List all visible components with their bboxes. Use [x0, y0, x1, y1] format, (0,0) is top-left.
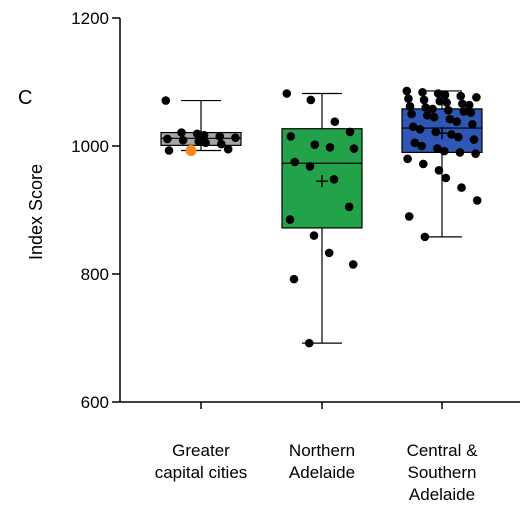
category-label-line: Greater	[172, 441, 230, 460]
data-point	[329, 174, 339, 184]
data-point	[434, 166, 444, 175]
category-label-line: Southern	[408, 463, 477, 482]
data-point	[404, 94, 413, 103]
data-point	[471, 149, 480, 158]
data-point	[309, 231, 319, 240]
data-point	[402, 86, 412, 96]
data-point	[178, 135, 188, 145]
data-point	[443, 105, 453, 115]
data-point	[349, 144, 359, 153]
data-point	[457, 183, 466, 192]
boxes	[160, 86, 483, 348]
data-point	[429, 112, 439, 122]
data-point	[217, 139, 226, 149]
data-point	[440, 90, 450, 100]
data-point	[403, 154, 412, 164]
data-point	[441, 173, 451, 183]
data-point	[282, 89, 292, 98]
data-point	[408, 122, 418, 132]
data-point	[289, 274, 299, 284]
data-point	[466, 108, 476, 118]
y-tick-label: 1200	[71, 9, 109, 28]
data-point	[286, 132, 296, 141]
data-point	[290, 157, 300, 167]
box-group	[281, 89, 363, 348]
data-point	[418, 87, 427, 97]
data-point	[433, 144, 442, 153]
data-point	[161, 96, 171, 105]
data-point	[407, 109, 416, 119]
data-point	[422, 110, 432, 120]
data-point	[410, 138, 420, 148]
data-point	[404, 212, 414, 221]
data-point	[464, 100, 474, 110]
category-label-line: Northern	[289, 441, 355, 460]
category-label: Northern Adelaide	[289, 441, 355, 482]
data-point	[472, 93, 481, 102]
data-point	[325, 142, 335, 152]
data-point	[433, 89, 443, 98]
category-label-line: capital cities	[155, 463, 248, 482]
data-point	[310, 140, 320, 150]
category-label: Central & Southern Adelaide	[407, 441, 479, 504]
data-point	[469, 135, 479, 144]
data-point	[447, 130, 456, 139]
data-point	[231, 133, 240, 142]
data-point	[419, 95, 429, 105]
data-point	[306, 95, 316, 105]
y-tick-label: 600	[81, 393, 109, 412]
data-point	[442, 98, 451, 107]
data-point	[455, 148, 465, 157]
data-point	[285, 215, 295, 224]
data-point	[418, 159, 428, 169]
data-point	[348, 260, 358, 269]
box-group	[160, 96, 242, 156]
data-point	[305, 162, 315, 171]
box-group	[401, 86, 483, 242]
data-point	[468, 119, 477, 129]
category-label: Greater capital cities	[155, 441, 248, 482]
data-point	[324, 248, 334, 258]
data-point	[456, 91, 466, 101]
data-point	[330, 117, 340, 126]
data-point	[445, 114, 455, 124]
data-point	[223, 144, 233, 154]
category-label-line: Central &	[407, 441, 479, 460]
data-point	[428, 104, 437, 114]
y-axis-title: Index Score	[26, 164, 46, 260]
data-point	[472, 196, 482, 205]
data-point	[458, 99, 467, 109]
category-label-line: Adelaide	[289, 463, 355, 482]
data-point	[415, 125, 425, 134]
data-point	[459, 107, 469, 116]
mean-marker	[196, 132, 206, 143]
y-tick-label: 1000	[71, 137, 109, 156]
data-point	[435, 96, 445, 106]
data-point	[452, 117, 462, 126]
data-point	[163, 134, 172, 144]
y-axis: 600 800 1000 1200	[71, 9, 520, 412]
data-point	[421, 103, 430, 112]
data-point	[405, 102, 415, 111]
data-point	[177, 128, 186, 137]
highlight-point	[185, 144, 197, 156]
data-point	[420, 232, 430, 242]
data-point	[417, 141, 426, 151]
data-point	[215, 132, 225, 141]
data-point	[344, 202, 354, 212]
data-point	[454, 132, 463, 142]
data-point	[164, 146, 174, 155]
data-point	[431, 127, 441, 137]
category-label-line: Adelaide	[409, 485, 475, 504]
panel-label: C	[18, 87, 32, 109]
data-point	[439, 146, 449, 156]
data-point	[345, 127, 355, 137]
data-point	[304, 338, 314, 348]
y-tick-label: 800	[81, 265, 109, 284]
